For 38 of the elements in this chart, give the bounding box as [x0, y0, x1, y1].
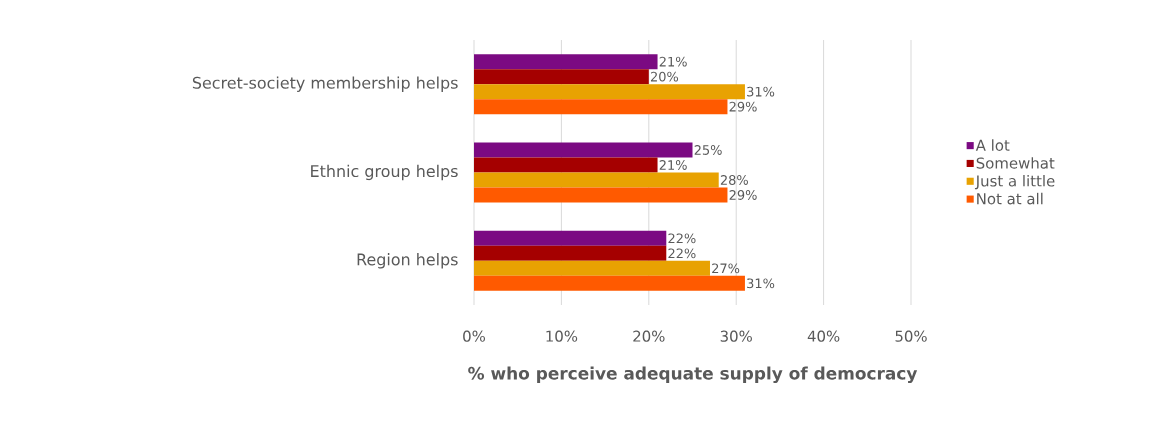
- data-label: 22%: [668, 233, 696, 244]
- x-tick-label: 50%: [895, 330, 927, 342]
- bar: [474, 84, 745, 100]
- bar: [474, 245, 667, 261]
- data-label: 29%: [729, 101, 757, 112]
- bar: [474, 260, 710, 276]
- data-label: 21%: [659, 160, 687, 170]
- bar: [474, 142, 693, 158]
- x-tick-label: 30%: [720, 330, 752, 342]
- x-tick-label: 0%: [463, 330, 486, 342]
- bar: [474, 172, 719, 188]
- data-label: 29%: [729, 190, 757, 200]
- bar: [474, 275, 745, 291]
- x-axis-title: % who perceive adequate supply of democracy: [468, 366, 918, 384]
- legend-label: Not at all: [977, 192, 1043, 205]
- bar: [474, 157, 658, 173]
- data-label: 22%: [668, 248, 696, 259]
- data-label: 27%: [712, 263, 740, 274]
- data-label: 28%: [720, 175, 748, 185]
- data-label: 21%: [659, 56, 687, 67]
- bar: [474, 54, 658, 70]
- y-tick-label: Region helps: [357, 253, 458, 269]
- y-tick-label: Secret-society membership helps: [192, 76, 458, 92]
- data-label: 31%: [747, 278, 775, 289]
- y-tick-label: Ethnic group helps: [311, 164, 458, 181]
- legend-label: A lot: [975, 139, 1010, 151]
- data-label: 20%: [650, 71, 679, 82]
- bar: [474, 69, 649, 85]
- bar: [474, 187, 728, 203]
- x-tick-label: 20%: [633, 330, 665, 342]
- legend-label: Somewhat: [976, 157, 1055, 169]
- bar: [474, 230, 667, 246]
- data-label: 31%: [747, 86, 775, 97]
- legend-label: Just a little: [974, 175, 1055, 190]
- data-label: 25%: [694, 145, 722, 155]
- x-tick-label: 10%: [546, 330, 578, 342]
- x-tick-label: 40%: [807, 330, 840, 342]
- bar: [474, 99, 728, 115]
